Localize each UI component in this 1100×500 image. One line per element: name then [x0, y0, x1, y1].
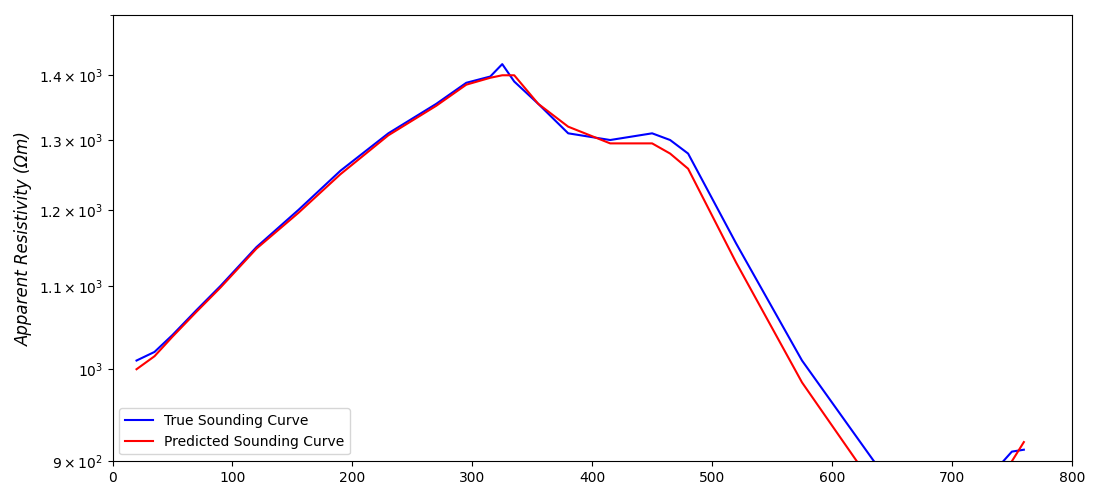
Predicted Sounding Curve [562, 124, 575, 130]
True Sounding Curve [795, 358, 808, 364]
Predicted Sounding Curve [496, 72, 509, 78]
True Sounding Curve [250, 244, 263, 250]
Predicted Sounding Curve [868, 483, 881, 489]
Predicted Sounding Curve [484, 75, 497, 81]
Y-axis label: Apparent Resistivity (Ωm): Apparent Resistivity (Ωm) [15, 130, 33, 346]
True Sounding Curve [382, 130, 395, 136]
True Sounding Curve [682, 150, 695, 156]
True Sounding Curve [1018, 446, 1031, 452]
Predicted Sounding Curve [1005, 458, 1019, 464]
True Sounding Curve [147, 349, 161, 355]
Predicted Sounding Curve [604, 140, 617, 146]
True Sounding Curve [562, 130, 575, 136]
True Sounding Curve [496, 61, 509, 67]
Predicted Sounding Curve [460, 82, 473, 87]
True Sounding Curve [430, 101, 443, 107]
Predicted Sounding Curve [382, 132, 395, 138]
Predicted Sounding Curve [531, 101, 544, 107]
Legend: True Sounding Curve, Predicted Sounding Curve: True Sounding Curve, Predicted Sounding … [120, 408, 350, 455]
Predicted Sounding Curve [190, 309, 204, 315]
True Sounding Curve [1005, 448, 1019, 454]
True Sounding Curve [729, 240, 743, 246]
Line: True Sounding Curve: True Sounding Curve [136, 64, 1024, 500]
True Sounding Curve [460, 80, 473, 86]
Predicted Sounding Curve [147, 353, 161, 359]
Predicted Sounding Curve [166, 334, 179, 340]
True Sounding Curve [663, 137, 676, 143]
Predicted Sounding Curve [1018, 439, 1031, 445]
True Sounding Curve [130, 358, 143, 364]
Line: Predicted Sounding Curve: Predicted Sounding Curve [136, 76, 1024, 500]
True Sounding Curve [213, 283, 227, 289]
Predicted Sounding Curve [250, 246, 263, 252]
True Sounding Curve [292, 207, 305, 213]
Predicted Sounding Curve [663, 150, 676, 156]
True Sounding Curve [484, 74, 497, 80]
Predicted Sounding Curve [292, 210, 305, 216]
Predicted Sounding Curve [213, 284, 227, 290]
True Sounding Curve [166, 332, 179, 338]
Predicted Sounding Curve [333, 172, 346, 177]
True Sounding Curve [646, 130, 659, 136]
True Sounding Curve [868, 458, 881, 464]
True Sounding Curve [190, 307, 204, 313]
True Sounding Curve [531, 101, 544, 107]
Predicted Sounding Curve [729, 260, 743, 266]
True Sounding Curve [333, 168, 346, 174]
Predicted Sounding Curve [430, 103, 443, 109]
Predicted Sounding Curve [682, 166, 695, 172]
Predicted Sounding Curve [130, 366, 143, 372]
True Sounding Curve [604, 137, 617, 143]
Predicted Sounding Curve [795, 380, 808, 386]
Predicted Sounding Curve [507, 72, 520, 78]
Predicted Sounding Curve [646, 140, 659, 146]
True Sounding Curve [507, 78, 520, 84]
